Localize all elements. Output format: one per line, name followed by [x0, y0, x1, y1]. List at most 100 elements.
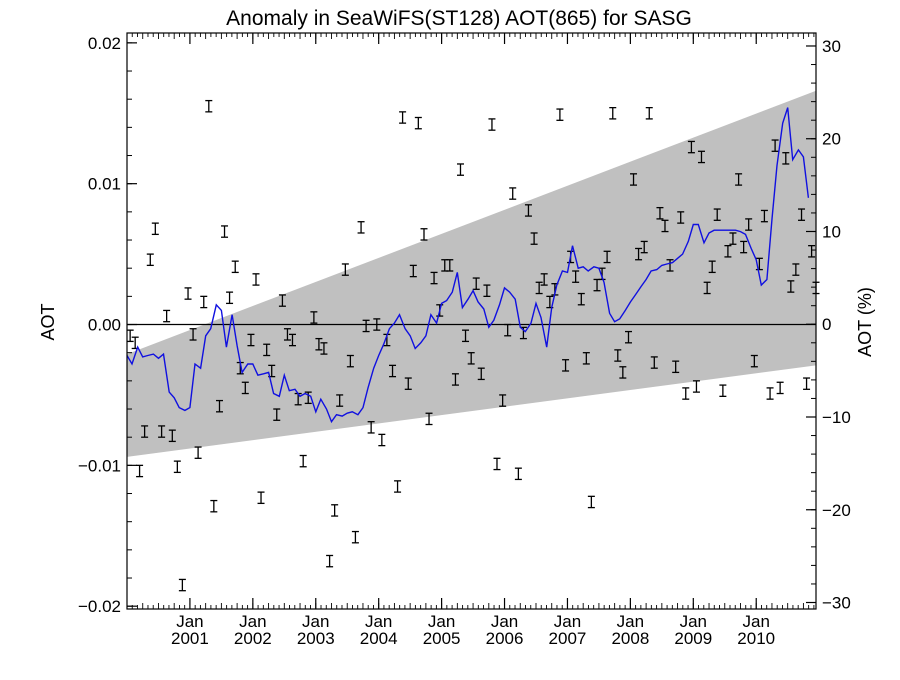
y-tick-label-left: 0.01 — [88, 175, 121, 194]
data-point — [582, 352, 590, 365]
data-point — [451, 373, 459, 386]
data-point — [252, 273, 260, 286]
confidence-envelope — [127, 90, 816, 457]
data-point — [168, 429, 176, 443]
data-point — [399, 111, 407, 124]
x-tick-label-year: 2003 — [297, 629, 335, 648]
x-tick-label-month: Jan — [239, 612, 266, 631]
data-point — [351, 530, 359, 544]
data-point — [609, 106, 617, 120]
data-point — [719, 384, 727, 397]
data-point — [304, 391, 312, 405]
data-point — [514, 467, 522, 481]
data-point — [326, 554, 334, 568]
data-point — [200, 295, 208, 309]
data-point — [409, 264, 417, 278]
data-point — [619, 366, 627, 379]
data-point — [808, 245, 816, 258]
data-point — [713, 208, 721, 221]
x-tick-label-year: 2009 — [674, 629, 712, 648]
data-point — [336, 394, 344, 407]
y-tick-label-right: −20 — [822, 501, 851, 520]
data-point — [378, 433, 386, 447]
data-point — [205, 99, 213, 113]
data-point — [577, 292, 585, 306]
data-point — [614, 349, 622, 362]
data-point — [141, 425, 149, 438]
data-point — [504, 323, 512, 337]
data-point — [273, 408, 281, 421]
data-point — [677, 211, 685, 224]
y-tick-label-right: −30 — [822, 594, 851, 613]
y-axis-label-left: AOT — [38, 303, 58, 340]
x-tick-label-month: Jan — [365, 612, 392, 631]
data-point — [650, 356, 658, 369]
data-point — [624, 330, 632, 344]
x-tick-label-month: Jan — [176, 612, 203, 631]
axes-group: −0.02 −0.01 0.00 0.01 0.02 −30 −20 −10 0 10 20 30 Ja… — [78, 32, 851, 648]
x-tick-label-month: Jan — [491, 612, 518, 631]
data-point — [735, 173, 743, 186]
data-point — [446, 259, 454, 272]
data-point — [661, 219, 669, 233]
y-axis-label-right: AOT (%) — [855, 287, 875, 357]
smoothed-series-line — [126, 107, 810, 424]
data-point — [420, 228, 428, 241]
data-point — [524, 204, 532, 217]
data-point — [603, 250, 611, 264]
x-tick-label-year: 2006 — [486, 629, 524, 648]
data-point — [530, 232, 538, 245]
data-point — [146, 253, 154, 267]
data-point — [257, 491, 265, 505]
data-point — [672, 360, 680, 374]
data-point — [158, 425, 166, 438]
data-point — [247, 333, 255, 347]
data-point — [740, 240, 748, 254]
data-point — [630, 173, 638, 186]
data-point — [362, 319, 370, 333]
data-point — [787, 280, 795, 293]
data-point — [414, 116, 422, 130]
x-tick-label-year: 2002 — [234, 629, 272, 648]
data-point — [215, 399, 223, 413]
data-point — [331, 504, 339, 517]
data-point — [692, 380, 700, 393]
data-point — [404, 377, 412, 390]
y-tick-label-left: 0.02 — [88, 34, 121, 53]
data-point — [430, 271, 438, 285]
confidence-envelope-group — [127, 90, 816, 457]
x-tick-label-year: 2005 — [423, 629, 461, 648]
data-point — [782, 152, 790, 165]
y-tick-label-right: −10 — [822, 408, 851, 427]
data-point — [357, 221, 365, 234]
data-point — [724, 245, 732, 258]
x-tick-label-year: 2010 — [737, 629, 775, 648]
data-point — [666, 259, 674, 272]
data-point — [389, 364, 397, 378]
data-point — [776, 381, 784, 395]
data-point — [499, 394, 507, 407]
data-point — [745, 218, 753, 231]
data-point — [640, 240, 648, 254]
data-point — [320, 342, 328, 355]
y-tick-label-right: 20 — [822, 130, 841, 149]
y-tick-label-right: 10 — [822, 222, 841, 241]
data-point — [425, 412, 433, 426]
data-point — [535, 281, 543, 295]
data-point — [682, 387, 690, 400]
data-point — [750, 354, 758, 368]
y-tick-label-left: −0.01 — [78, 456, 121, 475]
data-point — [572, 270, 580, 283]
data-point — [540, 273, 548, 286]
data-point — [136, 464, 144, 478]
data-point — [194, 446, 202, 459]
data-point — [173, 460, 181, 474]
data-point — [729, 232, 737, 245]
data-point — [509, 187, 517, 200]
x-tick-label-month: Jan — [743, 612, 770, 631]
data-point — [488, 118, 496, 131]
data-point — [263, 343, 271, 357]
x-tick-label-month: Jan — [428, 612, 455, 631]
